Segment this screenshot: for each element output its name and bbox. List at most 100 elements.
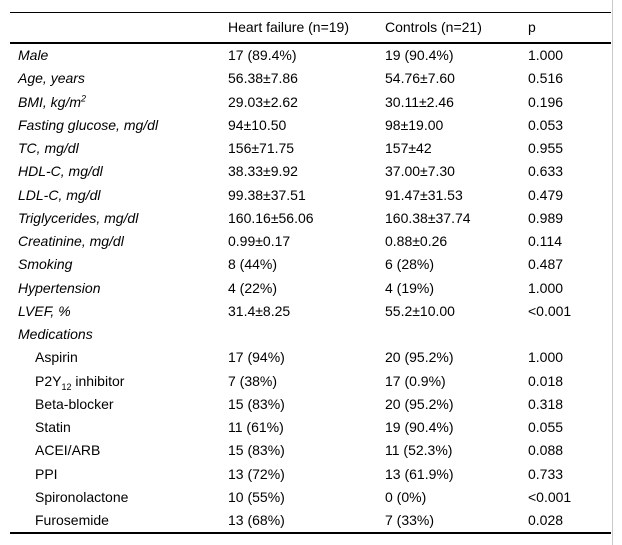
- p-value: 0.053: [528, 116, 564, 133]
- p-value: 0.989: [528, 209, 564, 226]
- heart-failure-value: 17 (94%): [228, 349, 285, 366]
- p-value: [528, 323, 611, 346]
- table-row: LVEF, % 31.4±8.25 55.2±10.00 <0.001: [10, 300, 611, 323]
- header-row: Heart failure (n=19) Controls (n=21) p: [10, 12, 611, 44]
- heart-failure-value: 56.38±7.86: [228, 70, 298, 87]
- row-label: TC, mg/dl: [18, 140, 79, 156]
- table-row: PPI 13 (72%) 13 (61.9%) 0.733: [10, 463, 611, 486]
- p-value: <0.001: [528, 488, 572, 505]
- p-value: 0.516: [528, 70, 564, 87]
- controls-value: 160.38±37.74: [385, 209, 471, 226]
- table-row: Creatinine, mg/dl 0.99±0.17 0.88±0.26 0.114: [10, 230, 611, 253]
- p-value: 0.055: [528, 419, 564, 435]
- table-row: Male 17 (89.4%) 19 (90.4%) 1.000: [10, 43, 611, 67]
- heart-failure-value: 15 (83%): [228, 395, 285, 412]
- controls-value: 0.88±0.26: [385, 233, 448, 249]
- row-label: Age, years: [18, 70, 85, 87]
- table-row: BMI, kg/m2 29.03±2.62 30.11±2.46 0.196: [10, 91, 611, 114]
- p-value: 0.088: [528, 442, 564, 459]
- table-container: Heart failure (n=19) Controls (n=21) p M…: [10, 12, 611, 535]
- col-header-p: p: [528, 12, 611, 44]
- col-header-empty: [10, 12, 228, 44]
- heart-failure-value: 11 (61%): [228, 419, 284, 435]
- controls-value: 98±19.00: [385, 116, 444, 133]
- controls-value: 20 (95.2%): [385, 349, 454, 366]
- p-value: 1.000: [528, 279, 564, 296]
- heart-failure-value: 38.33±9.92: [228, 163, 298, 180]
- p-value: 0.196: [528, 93, 564, 110]
- table-row: Triglycerides, mg/dl 160.16±56.06 160.38±3…: [10, 207, 611, 230]
- heart-failure-value: 8 (44%): [228, 256, 278, 273]
- table-row: Beta-blocker 15 (83%) 20 (95.2%) 0.318: [10, 393, 611, 416]
- p-value: 0.114: [528, 233, 562, 249]
- section-label: Medications: [18, 326, 93, 342]
- heart-failure-value: 160.16±56.06: [228, 209, 314, 226]
- controls-value: 55.2±10.00: [385, 302, 455, 319]
- table-row: ACEI/ARB 15 (83%) 11 (52.3%) 0.088: [10, 439, 611, 462]
- p-value: <0.001: [528, 302, 572, 319]
- heart-failure-value: 0.99±0.17: [228, 233, 291, 249]
- controls-value: 6 (28%): [385, 256, 435, 273]
- p-value: 0.733: [528, 465, 564, 482]
- p-value: 1.000: [528, 349, 564, 366]
- row-label: LVEF, %: [18, 302, 71, 319]
- controls-value: 91.47±31.53: [385, 186, 463, 203]
- table-row: Fasting glucose, mg/dl 94±10.50 98±19.00 0.…: [10, 114, 611, 137]
- characteristics-table: Heart failure (n=19) Controls (n=21) p M…: [10, 12, 611, 535]
- p-value: 0.318: [528, 395, 564, 412]
- heart-failure-value: 156±71.75: [228, 140, 295, 156]
- controls-value: 11 (52.3%): [385, 442, 453, 459]
- table-row: Statin 11 (61%) 19 (90.4%) 0.055: [10, 416, 611, 439]
- row-label: Triglycerides, mg/dl: [18, 209, 139, 226]
- controls-value: 7 (33%): [385, 509, 528, 535]
- table-row: Aspirin 17 (94%) 20 (95.2%) 1.000: [10, 346, 611, 369]
- p-value: 0.479: [528, 186, 564, 203]
- row-label: PPI: [35, 465, 58, 482]
- row-label: Creatinine, mg/dl: [18, 233, 124, 249]
- row-label: Fasting glucose, mg/dl: [18, 116, 159, 133]
- table-row: P2Y12 inhibitor 7 (38%) 17 (0.9%) 0.018: [10, 370, 611, 393]
- col-header-heart-failure: Heart failure (n=19): [228, 12, 385, 44]
- heart-failure-value: 29.03±2.62: [228, 93, 298, 110]
- row-label: LDL-C, mg/dl: [18, 186, 101, 203]
- p-value: 0.028: [528, 509, 611, 535]
- table-row: Age, years 56.38±7.86 54.76±7.60 0.516: [10, 67, 611, 90]
- heart-failure-value: 99.38±37.51: [228, 186, 306, 203]
- controls-value: 19 (90.4%): [385, 419, 454, 435]
- table-row: HDL-C, mg/dl 38.33±9.92 37.00±7.30 0.633: [10, 160, 611, 183]
- controls-value: 17 (0.9%): [385, 372, 446, 389]
- heart-failure-value: 7 (38%): [228, 372, 278, 389]
- row-label: BMI, kg/m2: [18, 92, 87, 110]
- p-value: 0.955: [528, 140, 564, 156]
- controls-value: 54.76±7.60: [385, 70, 455, 87]
- controls-value: 20 (95.2%): [385, 395, 454, 412]
- p-value: 1.000: [528, 47, 564, 63]
- row-label: Male: [18, 47, 49, 63]
- controls-value: 30.11±2.46: [385, 93, 454, 110]
- p-value: 0.018: [528, 372, 564, 389]
- right-edge-line: [612, 0, 613, 545]
- heart-failure-value: 13 (72%): [228, 465, 285, 482]
- controls-value: 19 (90.4%): [385, 47, 454, 63]
- row-label: Furosemide: [10, 509, 228, 535]
- row-label: ACEI/ARB: [35, 442, 101, 459]
- row-label: Beta-blocker: [35, 395, 114, 412]
- table-row: TC, mg/dl 156±71.75 157±42 0.955: [10, 137, 611, 160]
- col-header-controls: Controls (n=21): [385, 12, 528, 44]
- heart-failure-value: 17 (89.4%): [228, 47, 297, 63]
- row-label: Spironolactone: [35, 488, 129, 505]
- table-row: LDL-C, mg/dl 99.38±37.51 91.47±31.53 0.479: [10, 184, 611, 207]
- row-label: HDL-C, mg/dl: [18, 163, 103, 180]
- heart-failure-value: 15 (83%): [228, 442, 285, 459]
- row-label: Hypertension: [18, 279, 101, 296]
- controls-value: 37.00±7.30: [385, 163, 455, 180]
- table-row: Smoking 8 (44%) 6 (28%) 0.487: [10, 253, 611, 276]
- heart-failure-value: 4 (22%): [228, 279, 278, 296]
- row-label: Smoking: [18, 256, 73, 273]
- row-label: P2Y12 inhibitor: [35, 372, 125, 392]
- table-row: Medications: [10, 323, 611, 346]
- heart-failure-value: 13 (68%): [228, 509, 385, 535]
- row-label: Statin: [35, 419, 71, 435]
- heart-failure-value: 31.4±8.25: [228, 302, 291, 319]
